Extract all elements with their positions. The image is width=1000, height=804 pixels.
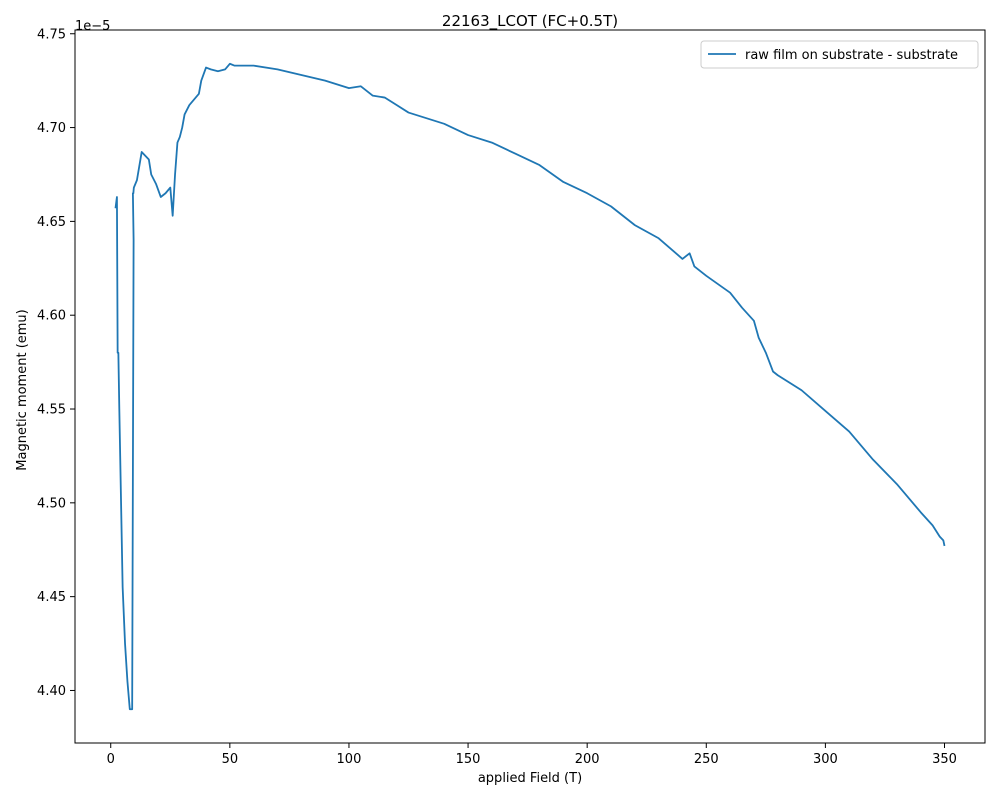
x-tick-label: 0 (107, 752, 115, 767)
chart-title: 22163_LCOT (FC+0.5T) (442, 12, 618, 31)
y-tick-label: 4.45 (37, 590, 66, 605)
x-tick-label: 150 (456, 752, 481, 767)
y-tick-label: 4.50 (37, 496, 66, 511)
x-tick-label: 50 (222, 752, 239, 767)
y-axis-label: Magnetic moment (emu) (15, 309, 30, 470)
legend-box (700, 40, 979, 69)
axes: 0 50 100 150 200 250 300 350 4.40 4.45 4.50 4.55 4.6… (37, 27, 986, 767)
legend-label: raw film on substrate - substrate (745, 48, 958, 63)
y-tick-label: 4.55 (37, 403, 66, 418)
y-offset-text: 1e−5 (75, 19, 110, 34)
series-line-0 (114, 62, 946, 711)
x-tick-label: 350 (932, 752, 957, 767)
axes-frame (74, 29, 986, 744)
legend: raw film on substrate - substrate (700, 40, 979, 69)
plot-area (114, 62, 946, 711)
x-axis-label: applied Field (T) (478, 771, 582, 786)
y-tick-label: 4.40 (37, 684, 66, 699)
x-tick-label: 300 (813, 752, 838, 767)
y-tick-label: 4.75 (37, 27, 66, 42)
y-tick-label: 4.65 (37, 215, 66, 230)
x-tick-label: 250 (694, 752, 719, 767)
y-tick-label: 4.60 (37, 309, 66, 324)
y-tick-label: 4.70 (37, 121, 66, 136)
x-tick-label: 200 (575, 752, 600, 767)
x-tick-label: 100 (337, 752, 362, 767)
